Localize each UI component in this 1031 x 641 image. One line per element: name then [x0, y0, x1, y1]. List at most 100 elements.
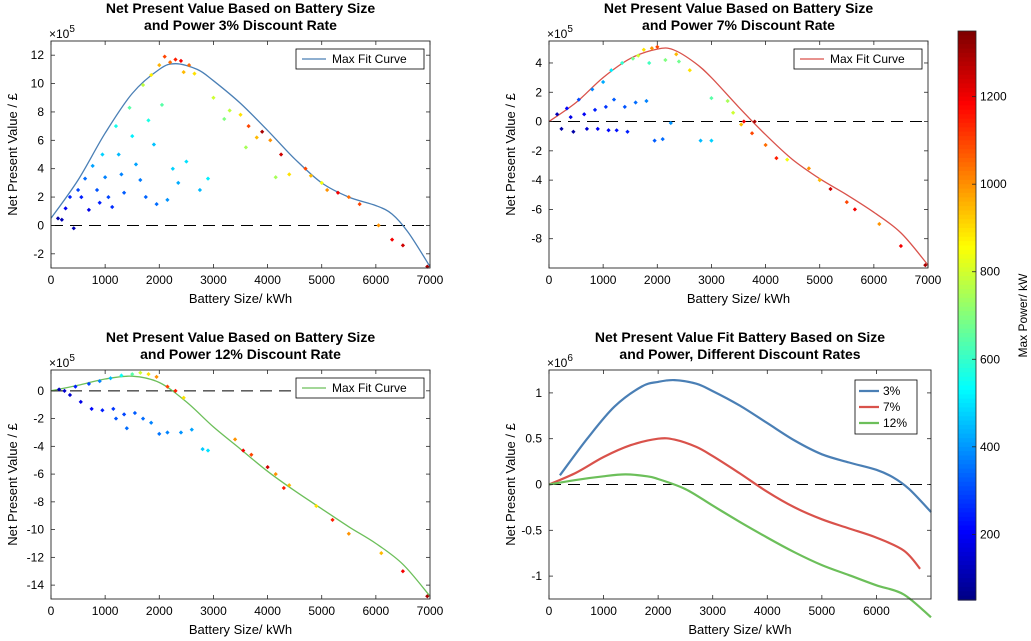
subplot-2: Net Present Value Based on Battery Sizea… [503, 0, 942, 306]
y-tick-label: 12 [31, 48, 45, 62]
data-point [582, 112, 587, 117]
y-tick-label: 2 [535, 85, 542, 99]
colorbar-band [958, 206, 976, 212]
colorbar-band [958, 319, 976, 325]
colorbar-band [958, 376, 976, 382]
colorbar-band [958, 118, 976, 124]
data-point [143, 194, 148, 200]
data-point [184, 159, 189, 164]
legend-box [295, 48, 425, 70]
data-point [652, 138, 657, 143]
data-point [330, 517, 335, 523]
data-point [178, 58, 184, 64]
data-point [222, 116, 227, 122]
colorbar-band [958, 464, 976, 470]
colorbar-band [958, 551, 976, 557]
colorbar-band [958, 324, 976, 330]
data-point [817, 178, 822, 183]
colorbar-band [958, 66, 976, 71]
x-tick-label: 6000 [363, 604, 390, 618]
x-tick-label: 1000 [590, 273, 617, 287]
data-point [335, 190, 341, 195]
colorbar-band [958, 157, 976, 163]
x-tick-label: 7000 [915, 273, 942, 287]
data-point [568, 115, 573, 120]
data-point [130, 133, 135, 139]
colorbar-tick-label: 400 [980, 440, 1000, 454]
colorbar-band [958, 494, 976, 500]
data-point [273, 471, 278, 477]
colorbar-band [958, 188, 976, 194]
colorbar-band [958, 192, 976, 198]
data-point [211, 95, 216, 100]
data-point [273, 175, 278, 180]
data-point [86, 207, 91, 212]
colorbar-tick-label: 1000 [980, 177, 1007, 191]
legend-label: Max Fit Curve [830, 52, 905, 66]
colorbar-band [958, 503, 976, 509]
data-point [603, 104, 608, 109]
data-point [165, 430, 170, 435]
colorbar-band [958, 114, 976, 120]
data-point [140, 416, 146, 421]
colorbar-band [958, 254, 976, 260]
data-point [923, 262, 928, 268]
data-point [157, 62, 162, 68]
data-point [121, 412, 127, 417]
data-point [116, 152, 121, 157]
colorbar-band [958, 232, 976, 238]
plot-title-line-2: and Power, Different Discount Rates [619, 346, 860, 362]
data-point [79, 194, 84, 200]
data-point [173, 388, 178, 393]
data-point [614, 128, 619, 133]
data-point [278, 152, 284, 157]
colorbar-tick-label: 600 [980, 352, 1000, 366]
y-tick-label: 10 [31, 77, 45, 91]
colorbar-band [958, 166, 976, 172]
data-point [774, 156, 779, 161]
legend-label: Max Fit Curve [332, 381, 407, 395]
colorbar-band [958, 560, 976, 566]
data-point [78, 399, 83, 405]
colorbar-band [958, 214, 976, 220]
data-point [725, 98, 730, 104]
y-tick-label: 4 [37, 162, 44, 176]
colorbar-band [958, 179, 976, 185]
data-point [622, 104, 627, 110]
data-point [227, 108, 232, 113]
colorbar-band [958, 61, 976, 67]
colorbar-band [958, 52, 976, 58]
colorbar-band [958, 337, 976, 343]
colorbar-band [958, 171, 976, 177]
colorbar-band [958, 302, 976, 308]
y-tick-label: -10 [27, 523, 45, 537]
x-tick-label: 5000 [308, 604, 335, 618]
plot-title-line-2: and Power 3% Discount Rate [144, 17, 337, 33]
data-point [124, 426, 129, 431]
data-point [379, 551, 384, 556]
colorbar-band [958, 407, 976, 413]
data-point [844, 199, 849, 205]
data-point [108, 376, 113, 381]
colorbar-tick-label: 800 [980, 265, 1000, 279]
y-tick-label: 2 [37, 190, 44, 204]
colorbar-band [958, 543, 976, 549]
data-point [197, 187, 203, 193]
data-point [243, 145, 249, 150]
colorbar-band [958, 83, 976, 89]
colorbar-band [958, 276, 976, 282]
x-tick-label: 1000 [590, 604, 617, 618]
colorbar-band [958, 525, 976, 531]
data-point [110, 204, 115, 210]
data-point [170, 166, 175, 171]
y-tick-label: -14 [27, 578, 45, 592]
data-point [59, 217, 64, 222]
data-point [571, 129, 576, 134]
data-point [103, 175, 108, 180]
colorbar-band [958, 184, 976, 190]
y-tick-label: -2 [531, 144, 542, 158]
x-tick-label: 3000 [200, 604, 227, 618]
colorbar-band [958, 315, 976, 321]
data-point [132, 410, 138, 416]
